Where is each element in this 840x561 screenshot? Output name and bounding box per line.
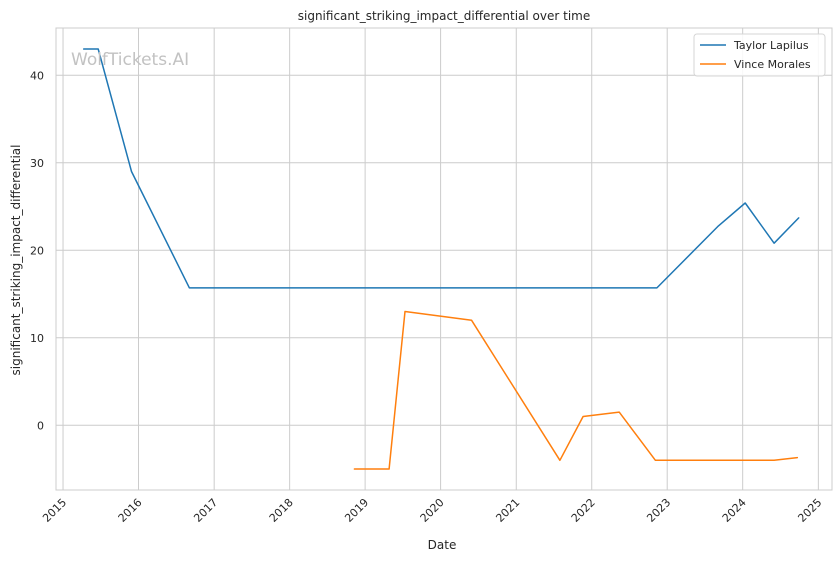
tick-layer: 2015 2016 2017 2018 2019 2020 2021 2022 2023 2024…	[30, 69, 824, 525]
series-layer	[82, 48, 800, 470]
legend-label-taylor-lapilus: Taylor Lapilus	[733, 39, 809, 52]
y-tick-label: 40	[30, 69, 44, 82]
y-axis-label: significant_striking_impact_differential	[9, 145, 23, 376]
series-line-taylor-lapilus	[82, 48, 800, 289]
plot-frame	[55, 27, 833, 491]
x-axis-label: Date	[428, 538, 457, 552]
y-tick-label: 30	[30, 157, 44, 170]
y-tick-label: 20	[30, 244, 44, 257]
y-tick-label: 0	[37, 419, 44, 432]
chart-title: significant_striking_impact_differential…	[298, 9, 590, 23]
legend: Taylor Lapilus Vince Morales	[693, 33, 826, 77]
grid-layer	[56, 28, 832, 490]
y-tick-label: 10	[30, 332, 44, 345]
watermark-text: WolfTickets.AI	[71, 50, 189, 70]
series-line-vince-morales	[353, 310, 799, 470]
legend-label-vince-morales: Vince Morales	[734, 58, 811, 71]
legend-box	[693, 33, 826, 77]
